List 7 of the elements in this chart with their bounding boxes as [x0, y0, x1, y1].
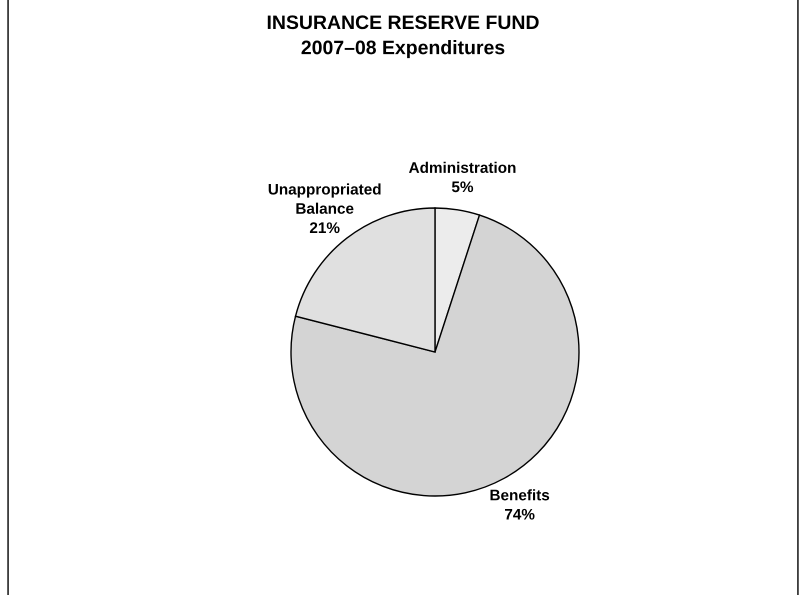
chart-title: INSURANCE RESERVE FUND 2007–08 Expenditures — [268, 15, 539, 58]
slice-label: Unappropriated Balance — [268, 183, 381, 214]
slice-label: Benefits — [490, 489, 550, 500]
data-label: 21% — [310, 222, 340, 234]
slice-label: Administration — [408, 162, 516, 173]
data-label: 74% — [505, 508, 535, 520]
data-label: 5% — [452, 181, 474, 192]
